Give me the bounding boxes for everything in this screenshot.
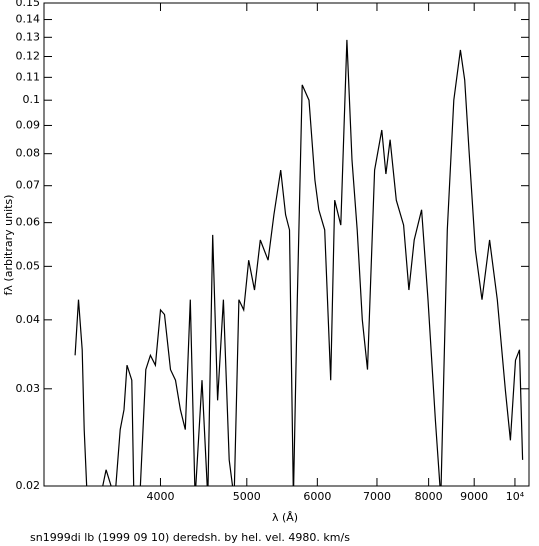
x-tick-label: 8000	[415, 490, 443, 503]
y-tick-label: 0.04	[16, 313, 41, 326]
y-tick-label: 0.05	[16, 259, 41, 272]
y-tick-label: 0.02	[16, 479, 41, 492]
x-tick-label: 9000	[460, 490, 488, 503]
y-tick-label: 0.1	[23, 93, 41, 106]
y-tick-label: 0.11	[16, 70, 41, 83]
y-tick-label: 0.13	[16, 30, 41, 43]
y-tick-label: 0.03	[16, 382, 41, 395]
x-tick-label: 4000	[146, 490, 174, 503]
y-tick-label: 0.12	[16, 49, 41, 62]
y-axis-label: fλ (arbitrary units)	[2, 195, 15, 296]
y-tick-label: 0.07	[16, 179, 41, 192]
y-tick-label: 0.15	[16, 0, 41, 9]
spectrum-line	[74, 39, 524, 486]
x-tick-label: 10⁴	[506, 490, 525, 503]
x-tick-label: 5000	[233, 490, 261, 503]
x-tick-label: 6000	[303, 490, 331, 503]
x-tick-label: 7000	[363, 490, 391, 503]
caption: sn1999di lb (1999 09 10) deredsh. by hel…	[30, 531, 350, 544]
x-axis-label: λ (Å)	[272, 511, 298, 524]
y-tick-label: 0.06	[16, 216, 41, 229]
plot-frame	[43, 2, 530, 487]
y-tick-label: 0.08	[16, 147, 41, 160]
y-tick-label: 0.14	[16, 13, 41, 26]
y-tick-label: 0.09	[16, 118, 41, 131]
